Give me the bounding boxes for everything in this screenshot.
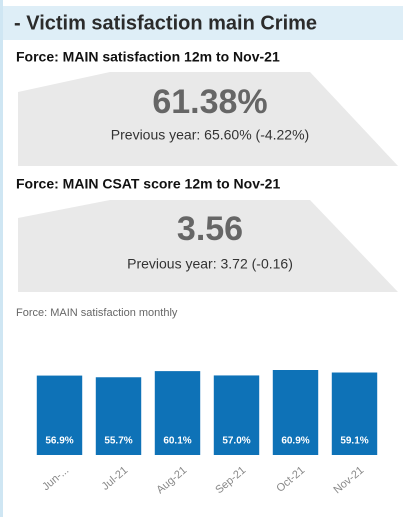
kpi-value: 3.56 [177, 210, 243, 248]
chart-title: Force: MAIN satisfaction monthly [16, 307, 178, 319]
kpi-title: Force: MAIN CSAT score 12m to Nov-21 [16, 176, 280, 192]
bar [272, 370, 319, 455]
header-title: - Victim satisfaction main Crime [14, 12, 317, 34]
kpi-previous: Previous year: 65.60% (-4.22%) [111, 127, 309, 143]
bar [331, 372, 378, 455]
bar [213, 375, 260, 455]
data-label: 56.9% [45, 436, 73, 447]
kpi-title: Force: MAIN satisfaction 12m to Nov-21 [16, 49, 280, 65]
kpi-shape [18, 72, 398, 166]
bar [36, 375, 83, 455]
data-label: 55.7% [104, 436, 132, 447]
bar [154, 371, 201, 455]
kpi-previous: Previous year: 3.72 (-0.16) [127, 256, 293, 272]
data-label: 60.1% [163, 436, 191, 447]
data-label: 59.1% [340, 436, 368, 447]
kpi-value: 61.38% [152, 83, 267, 121]
data-label: 57.0% [222, 436, 250, 447]
left-border [0, 0, 3, 517]
bar [95, 377, 142, 455]
header-bar [3, 6, 403, 40]
kpi-shape [18, 200, 398, 292]
data-label: 60.9% [281, 436, 309, 447]
